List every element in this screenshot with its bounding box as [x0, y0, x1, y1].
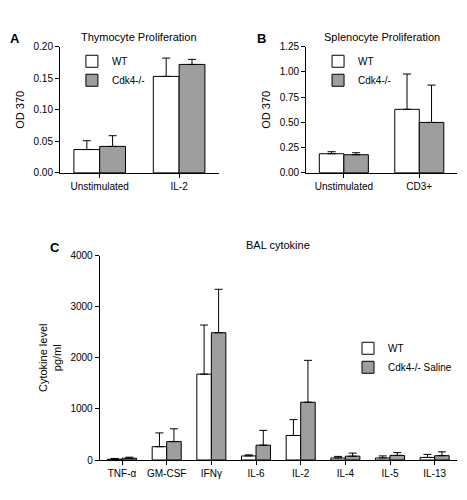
svg-text:Thymocyte Proliferation: Thymocyte Proliferation	[81, 31, 197, 43]
svg-text:IL-13: IL-13	[423, 468, 446, 479]
svg-text:TNF-α: TNF-α	[108, 468, 137, 479]
svg-text:0.20: 0.20	[34, 41, 54, 52]
svg-text:0.00: 0.00	[34, 167, 54, 178]
svg-text:1.00: 1.00	[280, 66, 300, 77]
svg-text:Cdk4-/-: Cdk4-/-	[358, 75, 391, 86]
svg-text:OD 370: OD 370	[14, 91, 26, 129]
svg-text:B: B	[257, 31, 266, 46]
svg-text:WT: WT	[388, 343, 404, 354]
svg-text:OD 370: OD 370	[260, 91, 272, 129]
svg-text:0.10: 0.10	[34, 104, 54, 115]
svg-text:Unstimulated: Unstimulated	[315, 181, 373, 192]
svg-text:Splenocyte Proliferation: Splenocyte Proliferation	[324, 31, 440, 43]
svg-text:2000: 2000	[70, 352, 93, 363]
svg-text:0.25: 0.25	[280, 142, 300, 153]
svg-text:WT: WT	[358, 56, 374, 67]
svg-text:IL-5: IL-5	[381, 468, 399, 479]
svg-text:IL-2: IL-2	[170, 181, 188, 192]
svg-text:0.15: 0.15	[34, 73, 54, 84]
svg-text:Unstimulated: Unstimulated	[71, 181, 129, 192]
svg-text:WT: WT	[112, 56, 128, 67]
svg-text:CD3+: CD3+	[406, 181, 432, 192]
svg-text:0.75: 0.75	[280, 92, 300, 103]
svg-text:1000: 1000	[70, 403, 93, 414]
svg-text:IL-4: IL-4	[337, 468, 355, 479]
svg-text:3000: 3000	[70, 301, 93, 312]
svg-text:BAL cytokine: BAL cytokine	[246, 239, 310, 251]
svg-text:Cytokine levelpg/ml: Cytokine levelpg/ml	[37, 324, 63, 392]
svg-text:IFNγ: IFNγ	[201, 468, 222, 479]
svg-text:4000: 4000	[70, 250, 93, 261]
svg-text:A: A	[10, 31, 20, 46]
svg-text:1.25: 1.25	[280, 41, 300, 52]
svg-text:IL-2: IL-2	[292, 468, 310, 479]
svg-text:0: 0	[87, 455, 93, 466]
svg-text:IL-6: IL-6	[247, 468, 265, 479]
svg-text:0.50: 0.50	[280, 117, 300, 128]
svg-text:C: C	[50, 240, 60, 255]
svg-text:0.05: 0.05	[34, 136, 54, 147]
svg-text:GM-CSF: GM-CSF	[147, 468, 186, 479]
svg-text:Cdk4-/- Saline: Cdk4-/- Saline	[388, 362, 452, 373]
svg-text:0.00: 0.00	[280, 167, 300, 178]
svg-text:Cdk4-/-: Cdk4-/-	[112, 75, 145, 86]
